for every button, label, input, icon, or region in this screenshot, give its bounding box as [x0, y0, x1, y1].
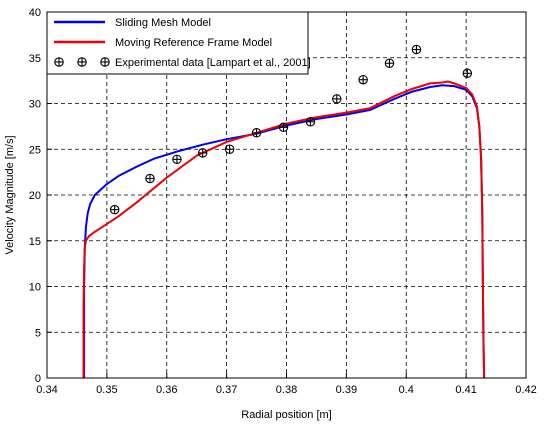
legend-label-2: Experimental data [Lampart et al., 2001] — [115, 57, 311, 69]
legend-marker — [100, 57, 110, 67]
legend: Sliding Mesh Model Moving Reference Frame… — [46, 11, 311, 75]
x-tick-label: 0.39 — [336, 384, 357, 396]
y-tick-label: 5 — [35, 327, 41, 339]
experimental-point — [411, 44, 422, 55]
experimental-point — [172, 154, 182, 165]
y-tick-label: 20 — [29, 190, 41, 202]
experimental-point — [332, 94, 342, 104]
x-tick-label: 0.35 — [96, 384, 117, 396]
legend-label-1: Moving Reference Frame Model — [115, 37, 272, 49]
x-tick-label: 0.34 — [36, 384, 57, 396]
experimental-point — [305, 117, 316, 127]
x-axis-title: Radial position [m] — [241, 409, 332, 421]
y-tick-label: 10 — [29, 282, 41, 294]
y-tick-label: 30 — [29, 99, 41, 111]
x-tick-labels: 0.34 0.35 0.36 0.37 0.38 0.39 0.4 0.41 0.42 — [36, 384, 536, 396]
legend-marker — [54, 57, 64, 67]
legend-label-0: Sliding Mesh Model — [115, 17, 211, 29]
experimental-point — [145, 173, 155, 184]
x-tick-label: 0.41 — [455, 384, 476, 396]
x-tick-label: 0.42 — [515, 384, 536, 396]
experimental-point — [462, 68, 473, 79]
y-tick-label: 25 — [29, 144, 41, 156]
y-tick-label: 40 — [29, 7, 41, 19]
series-layer — [82, 44, 486, 378]
x-tick-label: 0.36 — [156, 384, 177, 396]
x-tick-label: 0.38 — [276, 384, 297, 396]
legend-marker — [77, 57, 87, 67]
experimental-point — [251, 128, 262, 138]
x-tick-label: 0.4 — [399, 384, 414, 396]
experimental-point — [358, 74, 368, 85]
experimental-points — [109, 44, 473, 215]
y-tick-label: 0 — [35, 373, 41, 385]
experimental-point — [197, 148, 208, 158]
experimental-point — [109, 204, 120, 215]
series-line-1 — [82, 80, 486, 378]
y-axis-title: Velocity Magnitude [m/s] — [4, 135, 16, 254]
experimental-point — [224, 144, 235, 155]
x-tick-label: 0.37 — [216, 384, 237, 396]
y-tick-labels: 0 5 10 15 20 25 30 35 40 — [29, 7, 41, 385]
y-tick-label: 35 — [29, 53, 41, 65]
y-tick-label: 15 — [29, 236, 41, 248]
experimental-point — [384, 58, 395, 68]
experimental-point — [278, 122, 289, 133]
